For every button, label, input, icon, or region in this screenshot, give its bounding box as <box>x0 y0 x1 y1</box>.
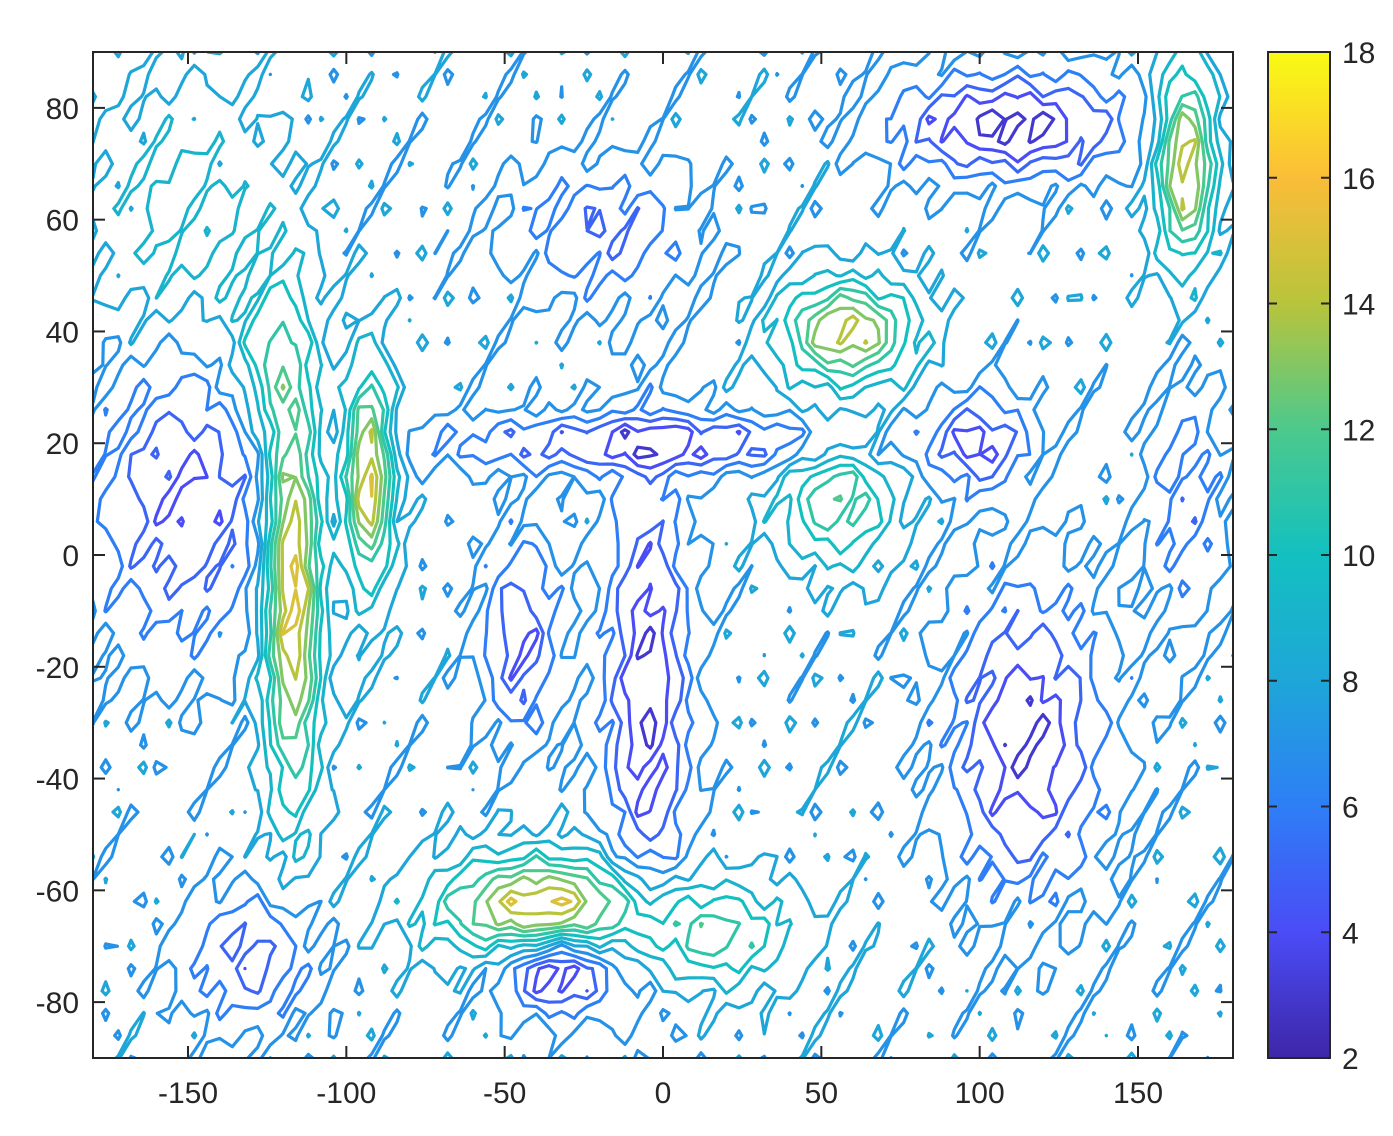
contour-level-10 <box>242 64 1219 975</box>
contour-level-15 <box>281 472 573 907</box>
x-tick-label: 50 <box>805 1077 838 1110</box>
colorbar-tick-label: 10 <box>1342 540 1375 573</box>
x-tick-label: -150 <box>158 1077 218 1110</box>
contour-level-14 <box>278 138 1198 916</box>
y-tick-label: 40 <box>46 316 79 349</box>
contour-level-13 <box>275 111 1201 929</box>
contour-level-3 <box>619 108 1056 780</box>
contour-level-4 <box>153 91 1069 995</box>
colorbar-tick-label: 18 <box>1342 37 1375 70</box>
colorbar-tick-label: 12 <box>1342 414 1375 447</box>
y-tick-label: -60 <box>36 875 79 908</box>
x-tick-label: -50 <box>483 1077 526 1110</box>
colorbar-tick-label: 8 <box>1342 666 1359 699</box>
colorbar-tick-label: 6 <box>1342 792 1359 825</box>
y-tick-label: 60 <box>46 205 79 238</box>
y-tick-label: 20 <box>46 428 79 461</box>
colorbar-tick-label: 4 <box>1342 917 1359 950</box>
contour-level-7 <box>93 52 1233 1058</box>
x-tick-label: 100 <box>955 1077 1005 1110</box>
y-tick-label: 0 <box>62 540 79 573</box>
contour-level-12 <box>271 103 1207 934</box>
contour-level-8 <box>93 52 1233 1058</box>
colorbar <box>1267 51 1331 1059</box>
colorbar-tick-label: 2 <box>1342 1043 1359 1076</box>
x-tick-label: -100 <box>316 1077 376 1110</box>
contour-level-9 <box>112 52 1225 995</box>
y-tick-label: 80 <box>46 93 79 126</box>
y-tick-label: -20 <box>36 652 79 685</box>
x-tick-label: 0 <box>655 1077 672 1110</box>
contour-level-5 <box>127 74 1198 1004</box>
y-tick-label: -40 <box>36 764 79 797</box>
colorbar-tick-label: 16 <box>1342 163 1375 196</box>
y-axis: 80 60 40 20 0 -20 -40 -60 -80 <box>36 93 1233 1020</box>
y-tick-label: -80 <box>36 987 79 1020</box>
x-axis: -150 -100 -50 0 50 100 150 <box>158 52 1163 1110</box>
contour-level-6 <box>93 64 1224 1022</box>
colorbar-axis: 18 16 14 12 10 8 6 4 2 <box>1268 37 1375 1076</box>
colorbar-tick-label: 14 <box>1342 289 1375 322</box>
x-tick-label: 150 <box>1113 1077 1163 1110</box>
contour-lines <box>93 52 1233 1058</box>
contour-level-11 <box>262 90 1213 957</box>
